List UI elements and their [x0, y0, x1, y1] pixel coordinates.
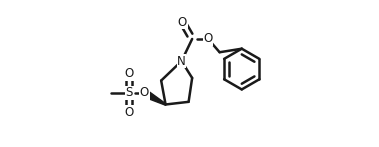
Text: N: N: [177, 55, 186, 68]
Text: O: O: [125, 67, 134, 80]
Text: O: O: [204, 32, 213, 45]
Text: O: O: [125, 106, 134, 119]
Text: S: S: [125, 86, 133, 100]
Text: O: O: [178, 16, 187, 29]
Polygon shape: [143, 90, 166, 105]
Text: O: O: [140, 86, 149, 100]
